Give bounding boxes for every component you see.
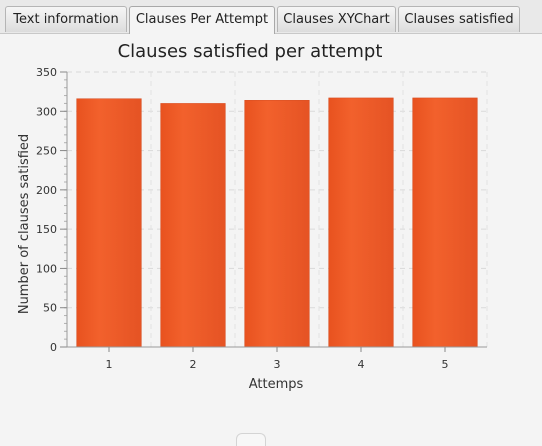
tab-clauses-satisfied[interactable]: Clauses satisfied [398,6,520,32]
y-tick-label: 50 [43,302,57,315]
bar [244,100,310,348]
chart-panel: Clauses satisfied per attempt 0 50 100 150 2… [0,34,542,446]
y-tick-label: 350 [36,66,57,79]
y-tick-label: 150 [36,223,57,236]
bars [76,97,478,348]
y-tick-label: 250 [36,145,57,158]
x-axis: 1 2 3 4 5 [67,346,487,371]
x-tick-label: 4 [358,358,365,371]
y-tick-label: 0 [50,341,57,354]
scroll-handle[interactable] [236,433,266,446]
tab-text-information[interactable]: Text information [5,6,127,32]
bar [76,98,142,348]
tab-clauses-per-attempt[interactable]: Clauses Per Attempt [129,6,275,34]
x-tick-label: 3 [274,358,281,371]
y-tick-label: 200 [36,184,57,197]
x-tick-label: 1 [106,358,113,371]
y-axis-label: Number of clauses satisfied [17,134,32,314]
chart-title: Clauses satisfied per attempt [118,41,383,62]
x-tick-label: 5 [442,358,449,371]
bar [328,97,394,348]
tab-bar: Text information Clauses Per Attempt Cla… [0,0,542,34]
x-tick-label: 2 [190,358,197,371]
y-tick-label: 300 [36,105,57,118]
tab-clauses-xychart[interactable]: Clauses XYChart [277,6,396,32]
bar [412,97,478,348]
bar-chart: Clauses satisfied per attempt 0 50 100 150 2… [17,41,488,392]
y-tick-label: 100 [36,262,57,275]
bar [160,103,226,348]
x-axis-label: Attemps [249,377,304,392]
y-axis: 0 50 100 150 200 250 300 350 [36,66,68,354]
